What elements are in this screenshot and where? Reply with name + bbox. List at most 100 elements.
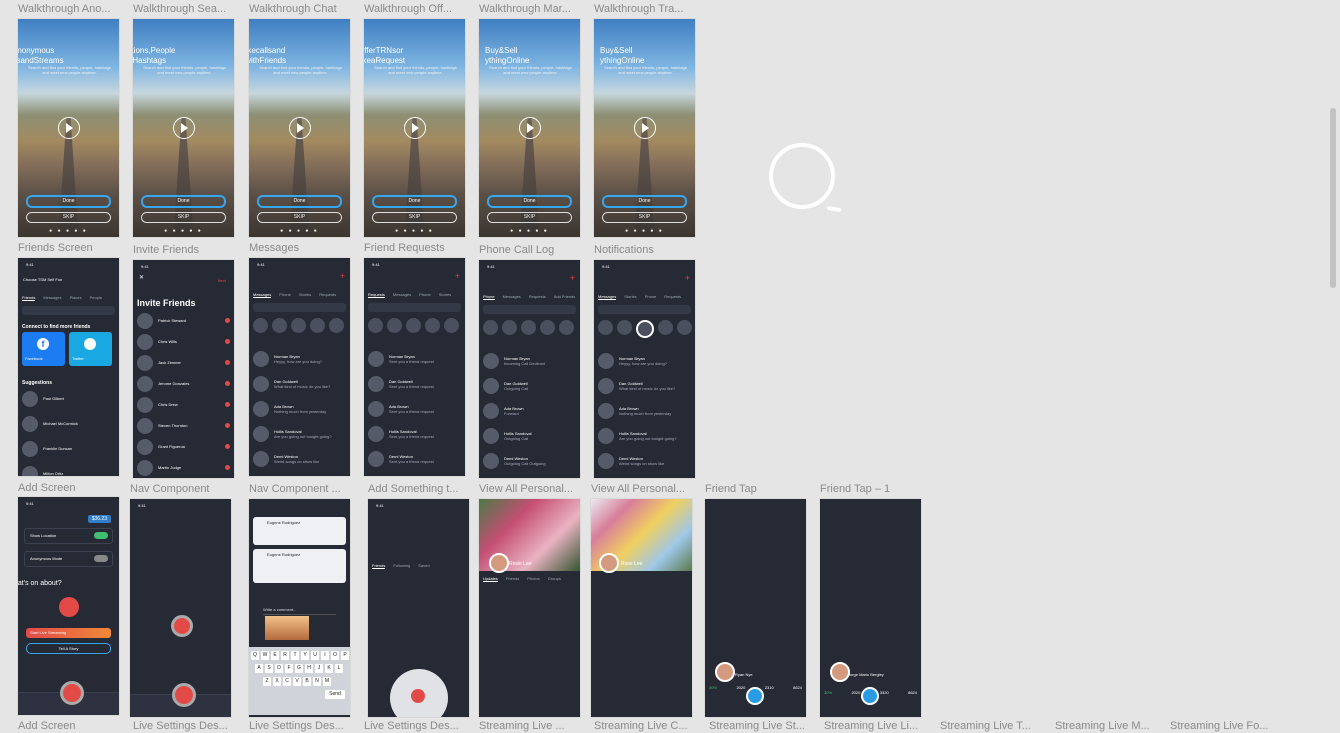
check-icon[interactable] [225, 423, 230, 428]
play-icon[interactable] [288, 117, 311, 139]
artboard-walkthrough-search[interactable]: ations,People&Hashtags Search and find y… [133, 19, 234, 237]
tab-requests[interactable]: Requests [368, 292, 385, 298]
list-item[interactable]: Patrick Steward [137, 310, 230, 331]
artboard-label[interactable]: Nav Component [130, 483, 210, 495]
check-icon[interactable] [225, 318, 230, 323]
anonymous-toggle[interactable] [94, 555, 108, 562]
artboard-label[interactable]: Walkthrough Ano... [18, 3, 111, 15]
list-item[interactable]: Milton Ortiz [22, 461, 115, 476]
done-button[interactable]: Done [602, 195, 687, 208]
artboard-phone-call-log[interactable]: 9:41 + Phone Messages Requests Add Friends … [479, 260, 580, 478]
tab-friends[interactable]: Friends [372, 563, 386, 569]
artboard-notifications[interactable]: 9:41 + Messages Stories Phone Requests Norm… [594, 260, 695, 478]
tab-groups[interactable]: Groups [547, 576, 561, 581]
list-item[interactable]: Ada Brown Sent you a friend request [368, 396, 461, 421]
search-input[interactable] [368, 303, 461, 312]
artboard-label[interactable]: Nav Component ... [249, 483, 341, 495]
list-item[interactable]: Ada Brown Forward [483, 398, 576, 423]
artboard-nav-component[interactable]: 9:41 [130, 499, 231, 717]
done-button[interactable]: Done [487, 195, 572, 208]
list-item[interactable]: Norman Bryan Heyyy, how are you doing? [598, 348, 691, 373]
done-button[interactable]: Done [372, 195, 457, 208]
tab-requests[interactable]: Requests [664, 294, 682, 299]
tab-add-friends[interactable]: Add Friends [553, 294, 576, 299]
tab-bar[interactable]: Messages Phone Stories Requests [253, 292, 346, 298]
artboard-label[interactable]: Walkthrough Mar... [479, 3, 571, 15]
tab-places[interactable]: Places [69, 295, 82, 300]
list-item[interactable]: Norman Bryan Sent you a friend request [368, 346, 461, 371]
check-icon[interactable] [225, 360, 230, 365]
tab-bar[interactable]: Requests Messages Phone Stories [368, 292, 461, 298]
key-z[interactable]: Z [263, 677, 271, 686]
list-item[interactable]: Steven Thornton [137, 415, 230, 436]
list-item[interactable]: Demi Weston Outgoing Call Outgoing [483, 448, 576, 473]
search-input[interactable] [253, 303, 346, 312]
facebook-button[interactable]: f Facebook [22, 332, 65, 366]
tab-people[interactable]: People [89, 295, 103, 300]
tab-following[interactable]: Following [393, 563, 411, 568]
live-button[interactable] [746, 687, 764, 705]
artboard-add-screen[interactable]: 9:41 $36.23 Show Location Anonymous Mode… [18, 497, 119, 715]
key-h[interactable]: H [305, 664, 313, 673]
key-d[interactable]: D [275, 664, 283, 673]
tab-bar[interactable]: Friends Following Saved [372, 563, 465, 569]
tab-messages[interactable]: Messages [502, 294, 521, 299]
key-i[interactable]: I [321, 651, 329, 660]
key-n[interactable]: N [313, 677, 321, 686]
add-icon[interactable]: + [569, 273, 575, 283]
list-item[interactable]: Jerome Gonzales [137, 373, 230, 394]
mic-button[interactable] [59, 597, 79, 617]
list-item[interactable]: Chris Wills [137, 331, 230, 352]
skip-button[interactable]: SKIP [372, 212, 457, 223]
add-icon[interactable]: + [339, 271, 345, 281]
list-item[interactable]: Demi Weston Weird songs on show like [598, 448, 691, 473]
artboard-friend-requests[interactable]: 9:41 + Requests Messages Phone Stories Norm… [364, 258, 465, 476]
artboard-label[interactable]: Notifications [594, 244, 654, 256]
key-x[interactable]: X [273, 677, 281, 686]
artboard-add-something[interactable]: 9:41 Friends Following Saved [368, 499, 469, 717]
list-item[interactable]: Dan Goldwell What kind of music do you li… [253, 371, 346, 396]
artboard-label[interactable]: Live Settings Des... [249, 720, 344, 732]
send-key[interactable]: Send [325, 690, 345, 699]
list-item[interactable]: Hollis Sandoval Outgoing Call [483, 423, 576, 448]
play-icon[interactable] [403, 117, 426, 139]
skip-button[interactable]: SKIP [26, 212, 111, 223]
list-item[interactable]: Michael McCormick [22, 411, 115, 436]
play-icon[interactable] [518, 117, 541, 139]
artboard-label[interactable]: Walkthrough Off... [364, 3, 453, 15]
key-t[interactable]: T [291, 651, 299, 660]
check-icon[interactable] [225, 381, 230, 386]
key-k[interactable]: K [325, 664, 333, 673]
key-r[interactable]: R [281, 651, 289, 660]
artboard-label[interactable]: Live Settings Des... [364, 720, 459, 732]
tab-stories[interactable]: Stories [624, 294, 637, 299]
done-button[interactable]: Done [26, 195, 111, 208]
tell-story-button[interactable]: Tell A Story [26, 643, 111, 654]
search-input[interactable] [483, 305, 576, 314]
close-icon[interactable]: ✕ [139, 275, 145, 281]
skip-button[interactable]: SKIP [141, 212, 226, 223]
artboard-label[interactable]: Friend Tap – 1 [820, 483, 891, 495]
artboard-label[interactable]: Add Something t... [368, 483, 459, 495]
artboard-friend-tap-1[interactable]: Jorge Mario Bergley 30% 2020 3320 8624 [820, 499, 921, 717]
list-item[interactable]: Hollis Sandoval Are you going out tonight… [253, 421, 346, 446]
location-toggle[interactable] [94, 532, 108, 539]
next-button[interactable]: Next [217, 278, 226, 283]
key-v[interactable]: V [293, 677, 301, 686]
key-a[interactable]: A [255, 664, 263, 673]
check-icon[interactable] [225, 465, 230, 470]
tab-bar[interactable]: Phone Messages Requests Add Friends [483, 294, 576, 300]
add-fab-button[interactable] [59, 681, 84, 705]
vertical-scrollbar[interactable] [1330, 108, 1336, 288]
tab-phone[interactable]: Phone [419, 292, 431, 297]
artboard-friends-screen[interactable]: 9:41 Choose TSM Self Fun Friends Message… [18, 258, 119, 476]
play-icon[interactable] [172, 117, 195, 139]
artboard-messages[interactable]: 9:41 + Messages Phone Stories Requests Norm… [249, 258, 350, 476]
artboard-label[interactable]: Invite Friends [133, 244, 200, 256]
list-item[interactable]: Hollis Sandoval Sent you a friend request [368, 421, 461, 446]
artboard-friend-tap[interactable]: Ryan Nye 30% 2020 2310 8624 [705, 499, 806, 717]
list-item[interactable]: Martin Judge [137, 457, 230, 478]
add-icon[interactable]: + [454, 271, 460, 281]
artboard-nav-component-keyboard[interactable]: Eugene Rodriguez Eugene Rodriguez Write … [249, 499, 350, 717]
tab-messages[interactable]: Messages [598, 294, 617, 300]
